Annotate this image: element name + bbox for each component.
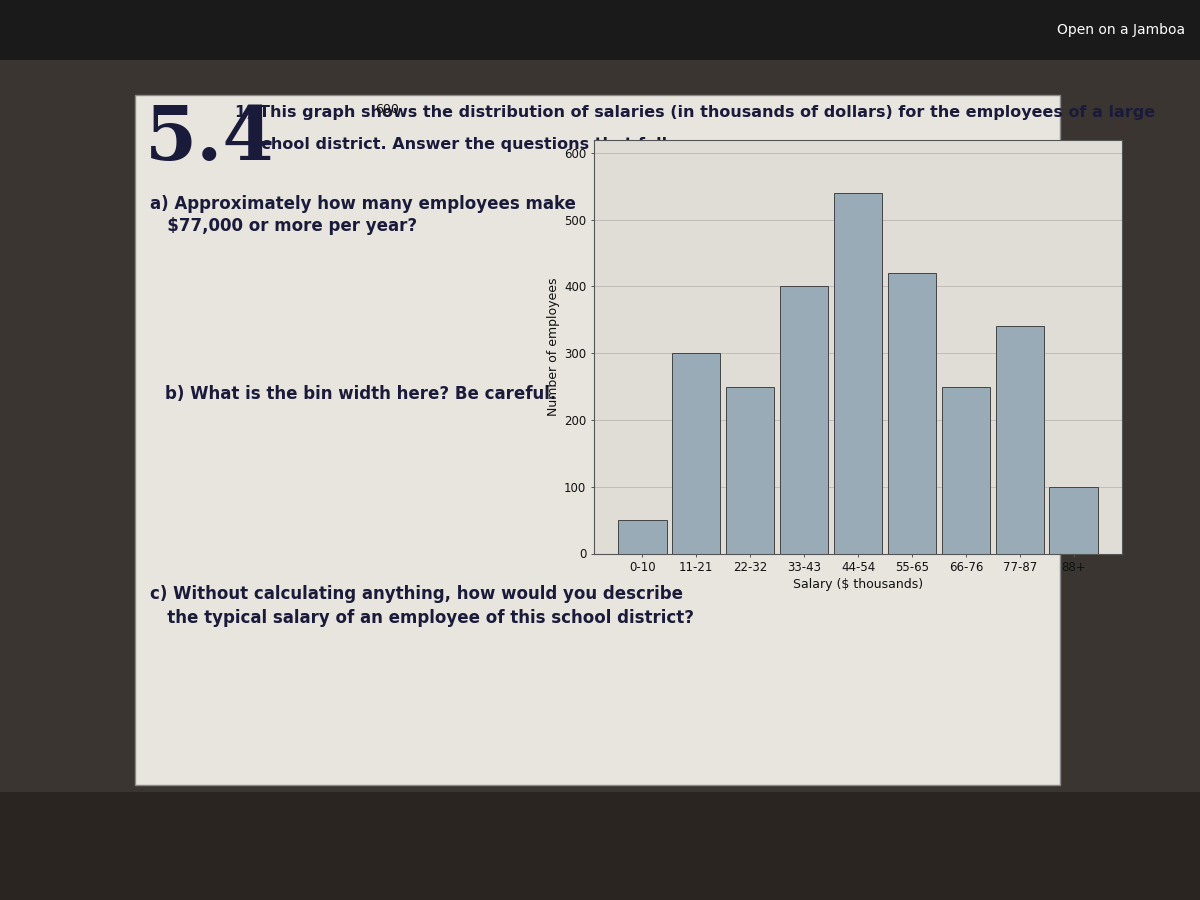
Bar xyxy=(888,273,936,554)
Text: b) What is the bin width here? Be careful.: b) What is the bin width here? Be carefu… xyxy=(166,385,557,403)
Bar xyxy=(672,353,720,554)
Bar xyxy=(726,387,774,554)
Bar xyxy=(996,327,1044,554)
Text: c) Without calculating anything, how would you describe: c) Without calculating anything, how wou… xyxy=(150,585,683,603)
Text: the typical salary of an employee of this school district?: the typical salary of an employee of thi… xyxy=(150,609,694,627)
Text: 600: 600 xyxy=(374,103,398,116)
Bar xyxy=(0,0,1200,60)
Bar xyxy=(942,387,990,554)
Bar xyxy=(1050,487,1098,554)
Text: 1) This graph shows the distribution of salaries (in thousands of dollars) for t: 1) This graph shows the distribution of … xyxy=(235,105,1156,120)
Bar xyxy=(780,286,828,554)
Text: school district. Answer the questions that follow.: school district. Answer the questions th… xyxy=(235,137,698,152)
Text: Open on a Jamboa: Open on a Jamboa xyxy=(1057,23,1186,37)
Bar xyxy=(134,95,1060,785)
Bar xyxy=(834,193,882,554)
Bar xyxy=(0,792,1200,900)
Text: a) Approximately how many employees make: a) Approximately how many employees make xyxy=(150,195,576,213)
Text: 5.4: 5.4 xyxy=(145,103,276,176)
Bar xyxy=(618,520,666,554)
X-axis label: Salary ($ thousands): Salary ($ thousands) xyxy=(793,579,923,591)
Text: $77,000 or more per year?: $77,000 or more per year? xyxy=(150,217,418,235)
Y-axis label: Number of employees: Number of employees xyxy=(547,277,560,416)
